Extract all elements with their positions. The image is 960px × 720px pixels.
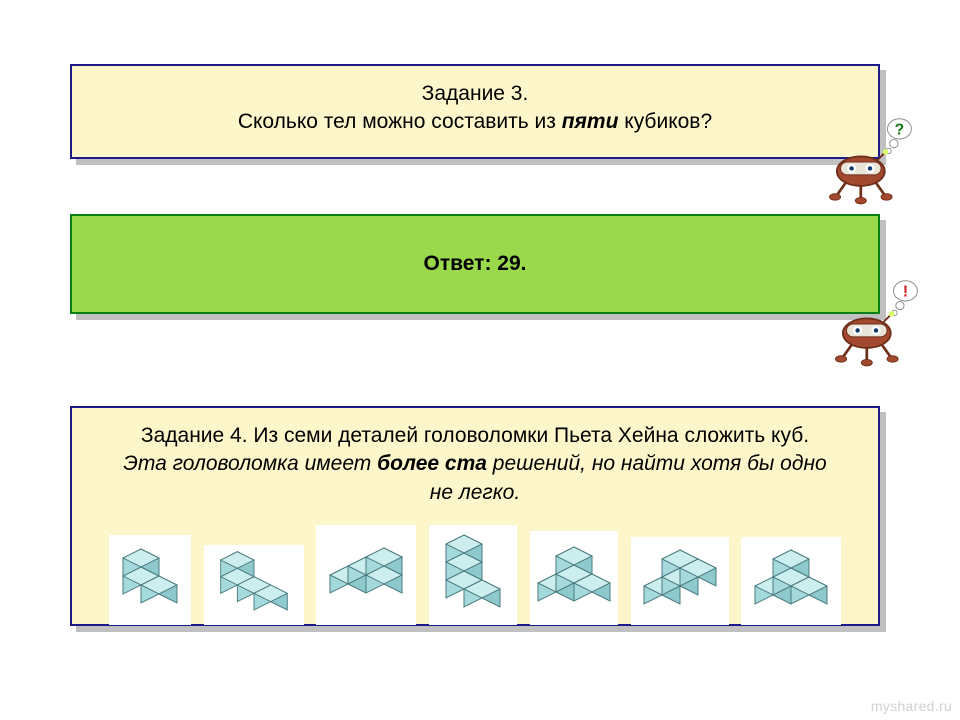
watermark-c: .ru [935,698,952,714]
piece-6 [631,537,729,625]
task4-line2-b: более ста [377,452,487,475]
answer-text: Ответ: 29. [424,252,527,276]
task3-question-prefix: Сколько тел можно составить из [238,110,562,133]
task3-panel: Задание 3. Сколько тел можно составить и… [70,64,880,159]
piece-7 [741,537,841,625]
watermark-b: shared [890,698,935,714]
robot-question-icon: ? [824,116,916,208]
task4-line3: не легко. [96,479,854,507]
task4-line2-c: решений, но найти хотя бы одно [487,452,827,475]
task3-question: Сколько тел можно составить из пяти куби… [92,108,858,136]
piece-4 [429,525,517,625]
task3-question-suffix: кубиков? [618,110,712,133]
task3-question-emph: пяти [562,110,619,133]
task4-line1: Задание 4. Из семи деталей головоломки П… [96,422,854,450]
watermark-a: my [871,698,890,714]
task4-line2: Эта головоломка имеет более ста решений,… [96,450,854,478]
watermark: myshared.ru [871,698,952,714]
task4-line2-a: Эта головоломка имеет [123,452,377,475]
answer-panel: Ответ: 29. [70,214,880,314]
piece-2 [204,545,304,625]
piece-5 [530,531,618,625]
svg-text:!: ! [903,283,908,300]
piece-1 [109,535,191,625]
task3-title: Задание 3. [92,80,858,108]
svg-text:?: ? [895,121,905,138]
task4-panel: Задание 4. Из семи деталей головоломки П… [70,406,880,626]
soma-pieces-row [96,525,854,625]
robot-exclaim-icon: ! [830,278,922,370]
piece-3 [316,525,416,625]
